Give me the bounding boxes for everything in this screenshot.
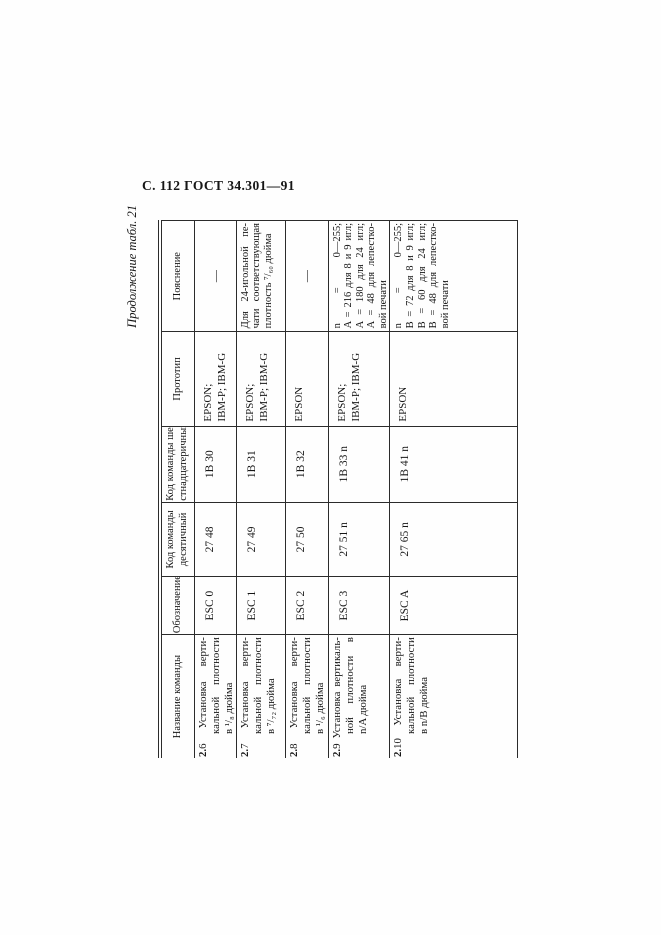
column-header-prototype: Прототип	[160, 331, 194, 427]
column-header-note: Пояснение	[160, 220, 194, 332]
note-cell: —	[194, 220, 236, 332]
command-name-cell: 2.7 Установка верти-кальной плотности в ⁷…	[236, 634, 285, 758]
note-cell: —	[285, 220, 328, 332]
table-row-2.10: 2.10 Установка верти-кальной плотности в …	[389, 220, 518, 758]
code-decimal-cell: 27 65 n	[389, 502, 518, 577]
table-continuation-label: Продолжение табл. 21	[125, 205, 139, 328]
prototype-cell: EPSON	[389, 331, 518, 427]
header-row: Название команды Обозначение Код команды…	[160, 220, 194, 758]
command-name-cell: 2.6 Установка верти-кальной плотности в ¹…	[194, 634, 236, 758]
code-decimal-cell: 27 50	[285, 502, 328, 577]
prototype-cell: EPSON	[285, 331, 328, 427]
designation-cell: ESC 1	[236, 576, 285, 635]
prototype-cell: EPSON; IBM-P; IBM-G	[236, 331, 285, 427]
prototype-cell: EPSON; IBM-P; IBM-G	[328, 331, 390, 427]
code-decimal-cell: 27 49	[236, 502, 285, 577]
note-cell: n = 0—255; A = 216 для 8 и 9 игл; A = 180 …	[328, 220, 390, 332]
prototype-cell: EPSON; IBM-P; IBM-G	[194, 331, 236, 427]
code-hex-cell: 1B 30	[194, 426, 236, 503]
page-header: С. 112 ГОСТ 34.301—91	[142, 178, 295, 193]
table-row-2.7: 2.7 Установка верти-кальной плотности в ⁷…	[236, 220, 285, 758]
designation-cell: ESC A	[389, 576, 518, 635]
designation-cell: ESC 2	[285, 576, 328, 635]
code-hex-cell: 1B 41 n	[389, 426, 518, 503]
command-name-cell: 2.8 Установка верти-кальной плотности в ¹…	[285, 634, 328, 758]
column-header-command-name: Название команды	[160, 634, 194, 758]
command-name-cell: 2.10 Установка верти-кальной плотности в …	[389, 634, 518, 758]
note-cell: Для 24-игольной пе-чати соответствующая п…	[236, 220, 285, 332]
code-hex-cell: 1B 33 n	[328, 426, 390, 503]
column-header-code-decimal: Код команды десятичный	[160, 502, 194, 577]
designation-cell: ESC 0	[194, 576, 236, 635]
rotated-table-block: Продолжение табл. 21 Название команды Об…	[123, 205, 519, 775]
table-row-2.8: 2.8 Установка верти-кальной плотности в ¹…	[285, 220, 328, 758]
printer-commands-table: Название команды Обозначение Код команды…	[158, 220, 519, 758]
code-hex-cell: 1B 32	[285, 426, 328, 503]
designation-cell: ESC 3	[328, 576, 390, 635]
note-cell: n = 0—255; B = 72 для 8 и 9 игл; B = 60 дл…	[389, 220, 518, 332]
code-decimal-cell: 27 48	[194, 502, 236, 577]
column-header-code-hex: Код команды ше-стнадцатеричный	[160, 426, 194, 503]
table-row-2.6: 2.6 Установка верти-кальной плотности в ¹…	[194, 220, 236, 758]
code-decimal-cell: 27 51 n	[328, 502, 390, 577]
code-hex-cell: 1B 31	[236, 426, 285, 503]
column-header-designation: Обозначение	[160, 576, 194, 635]
